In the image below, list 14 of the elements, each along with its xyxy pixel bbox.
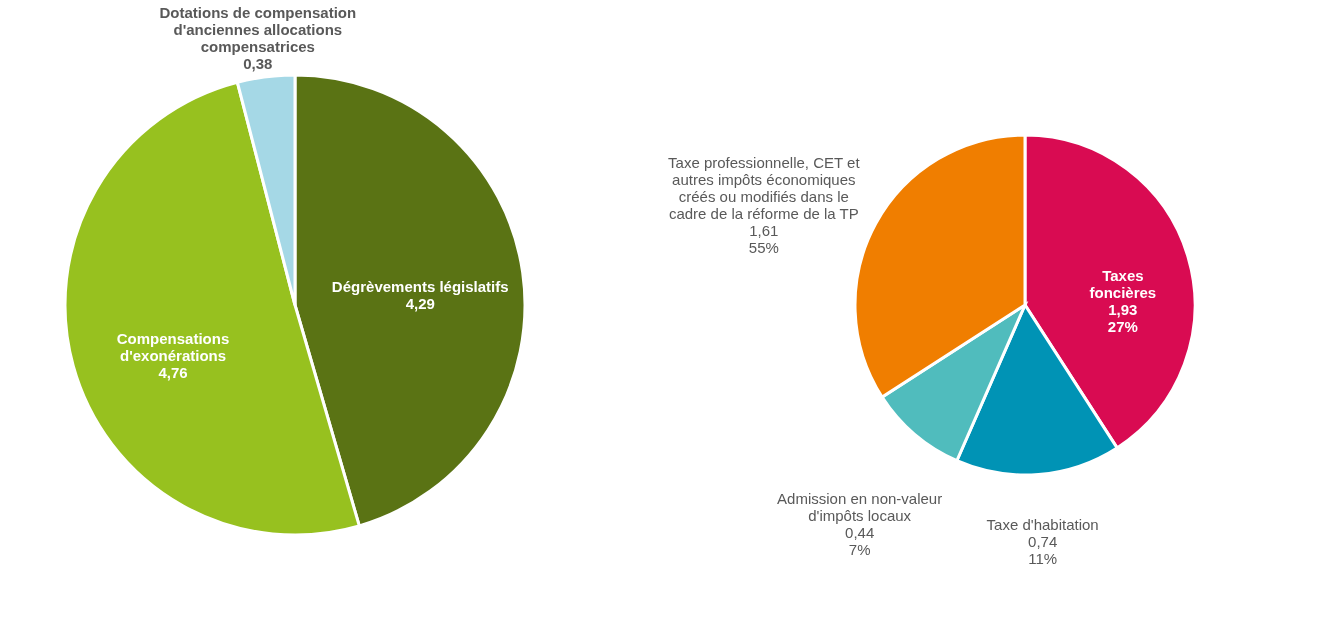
slice-label: Taxe professionnelle, CET et autres impôts économiques créés ou modifiés dans le cadre de la réforme de la TP [668,153,861,222]
slice-label: Taxes foncières [1089,267,1157,302]
data-label: 1,61 55% [748,221,779,256]
slice-label: Compensations d'exonérations [116,329,230,364]
slice-label: Admission en non-valeur d'impôts locaux [777,490,943,525]
slice-label: Dégrèvements législatifs [331,278,509,296]
slice-label: Taxe d'habitation [986,516,1099,534]
data-label: 1,93 27% [1107,301,1138,336]
data-label: 0,38 [243,54,273,72]
data-label: 0,44 7% [845,524,875,559]
data-label: 4,76 [158,363,188,381]
slice-label: Dotations de compensation d'anciennes allocations compensatrices [159,3,357,55]
data-label: 4,29 [405,295,435,313]
data-label: 0,74 11% [1028,533,1058,568]
